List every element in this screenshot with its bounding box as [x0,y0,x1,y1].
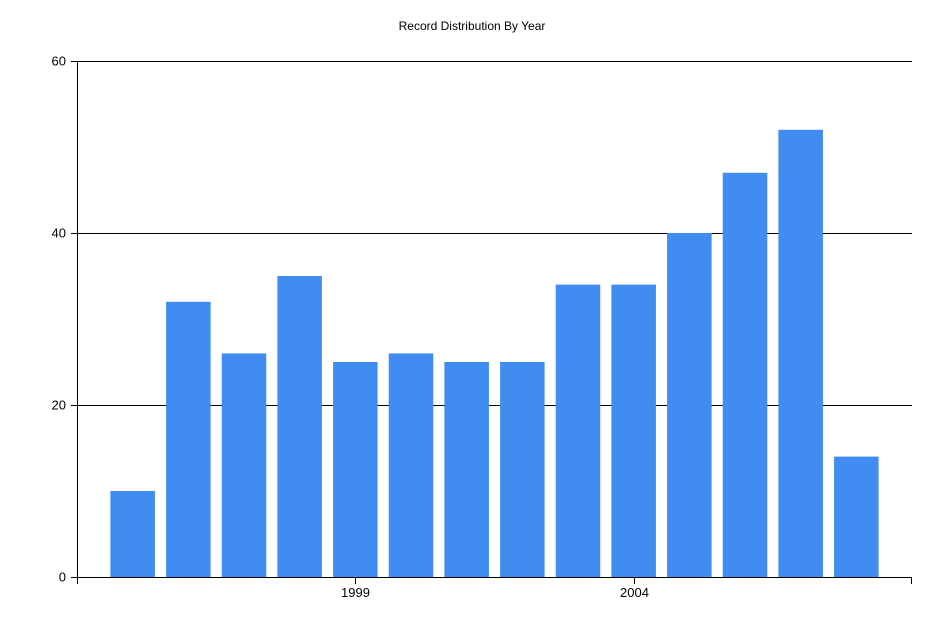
y-tick-label: 0 [59,570,66,585]
bar-1995 [110,491,155,577]
bars [110,129,879,578]
bar-2005 [667,233,712,577]
bar-2001 [444,362,489,577]
x-tick-label: 1999 [341,585,370,600]
bar-1999 [333,362,378,577]
chart-title: Record Distribution By Year [399,19,546,33]
bar-2002 [500,362,545,577]
bar-1997 [221,353,267,577]
bar-2000 [388,353,434,577]
bar-2007 [778,129,823,578]
bar-1996 [166,301,211,577]
bar-1998 [277,276,322,577]
bar-2004 [611,284,656,577]
y-tick-label: 40 [52,226,66,241]
gridlines [77,61,912,406]
x-tick-label: 2004 [620,585,649,600]
bar-2008 [834,456,879,577]
y-tick-label: 60 [52,54,66,69]
tick-labels: 0 20 40 60 1999 2004 [52,54,649,601]
axes [71,61,912,584]
bar-2003 [555,284,601,577]
bar-2006 [722,172,768,578]
y-tick-label: 20 [52,398,66,413]
